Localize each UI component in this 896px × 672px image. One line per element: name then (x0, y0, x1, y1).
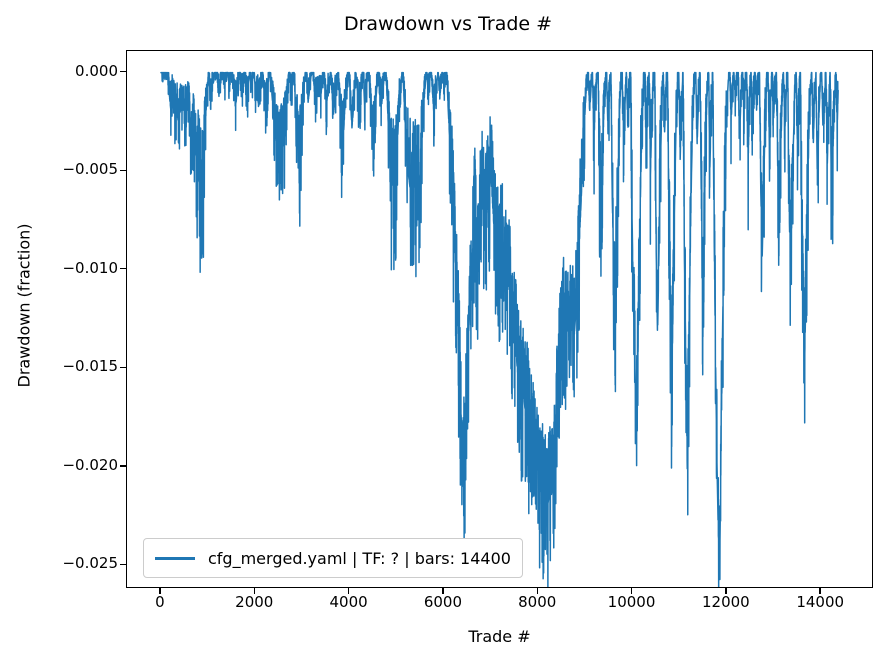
x-tick-label: 8000 (518, 593, 557, 611)
legend: cfg_merged.yaml | TF: ? | bars: 14400 (143, 538, 523, 578)
y-tick-label: 0.000 (75, 61, 118, 80)
x-tick-label: 10000 (607, 593, 656, 611)
x-tick-label: 14000 (796, 593, 845, 611)
y-tick-mark (120, 169, 126, 171)
y-tick-label: −0.005 (62, 160, 118, 179)
x-tick-label: 2000 (235, 593, 274, 611)
data-line-svg (160, 71, 839, 587)
y-tick-label: −0.015 (62, 357, 118, 376)
x-tick-mark (253, 588, 255, 594)
legend-line-swatch (155, 556, 195, 560)
y-tick-label: −0.025 (62, 554, 118, 573)
x-tick-label: 0 (155, 593, 165, 611)
plot-area (126, 50, 873, 588)
y-tick-mark (120, 268, 126, 270)
x-tick-mark (442, 588, 444, 594)
data-series-line (160, 71, 839, 587)
y-tick-mark (120, 563, 126, 566)
legend-label: cfg_merged.yaml | TF: ? | bars: 14400 (208, 548, 511, 568)
x-tick-label: 6000 (423, 593, 462, 611)
y-tick-mark (120, 70, 126, 73)
chart-title: Drawdown vs Trade # (343, 13, 553, 35)
x-tick-mark (819, 588, 821, 594)
x-tick-label: 12000 (702, 593, 750, 611)
y-tick-mark (120, 366, 126, 368)
x-tick-mark (725, 588, 727, 594)
x-tick-label: 4000 (329, 593, 368, 611)
y-tick-label: −0.020 (62, 455, 118, 474)
x-tick-mark (347, 588, 350, 594)
y-tick-label: −0.010 (62, 258, 118, 277)
x-axis-label: Trade # (468, 627, 531, 646)
y-tick-mark (120, 465, 126, 467)
x-tick-mark (630, 588, 633, 594)
x-tick-mark (536, 588, 538, 594)
y-axis-tick-labels: 0.000 −0.005 −0.010 −0.015 −0.020 −0.025 (28, 0, 118, 672)
x-tick-mark (159, 588, 161, 594)
